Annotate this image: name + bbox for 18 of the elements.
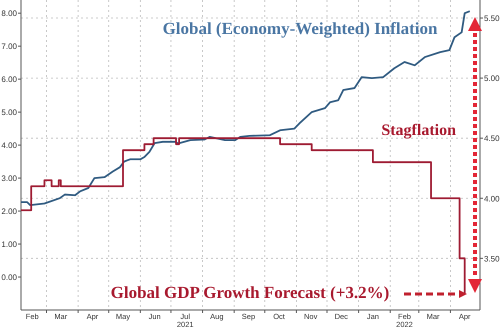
y2-tick-label: 3.50 (484, 254, 500, 264)
y-tick-label: 4.00 (1, 141, 18, 150)
line-series (20, 10, 471, 206)
y2-tick-label: 4.00 (484, 194, 500, 204)
y-tick-label: 5.00 (1, 108, 18, 118)
annotation: Global GDP Growth Forecast (+3.2%) (110, 283, 390, 302)
y-tick-label: 8.00 (1, 9, 18, 18)
annotation: Stagflation (381, 122, 456, 139)
y-tick-label: 0.00 (1, 273, 18, 282)
y-tick-label: 3.00 (1, 174, 18, 184)
annotation: Global (Economy-Weighted) Inflation (162, 19, 438, 38)
y2-tick-label: 4.50 (484, 134, 500, 144)
y-tick-label: 2.00 (1, 207, 18, 216)
y-tick-label: 6.00 (1, 75, 18, 84)
y-tick-label: 1.00 (1, 240, 18, 250)
y-tick-label: 7.00 (1, 42, 18, 52)
y2-tick-label: 5.00 (484, 74, 500, 84)
y2-tick-label: 5.50 (484, 14, 500, 24)
